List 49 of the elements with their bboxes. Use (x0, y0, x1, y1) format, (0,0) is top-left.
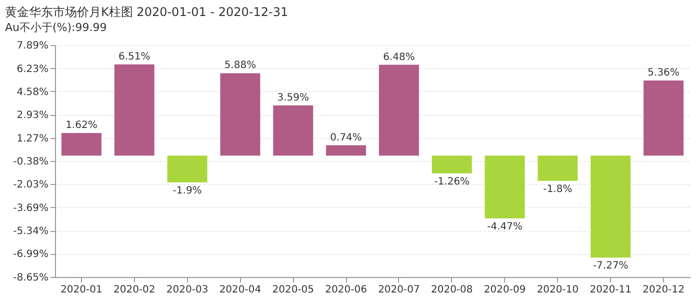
y-tick-label: 2.93% (16, 110, 48, 122)
y-tick-label: 4.58% (16, 86, 48, 98)
chart-subtitle: Au不小于(%):99.99 (5, 21, 107, 34)
y-tick-label: -8.65% (13, 272, 48, 284)
data-label: 1.62% (66, 120, 98, 131)
data-label: -7.27% (592, 260, 628, 272)
data-label: 3.59% (277, 92, 310, 104)
x-tick-label: 2020-11 (590, 284, 632, 296)
y-tick-label: -0.38% (13, 156, 48, 168)
data-label: -1.8% (543, 184, 572, 195)
bar (378, 64, 419, 156)
y-tick-label: -2.03% (13, 180, 48, 191)
x-tick-label: 2020-05 (272, 284, 314, 296)
bar (326, 145, 366, 156)
y-tick-label: 6.23% (16, 64, 48, 75)
x-tick-label: 2020-10 (536, 284, 579, 296)
bar (273, 105, 314, 156)
y-tick-label: 7.89% (16, 40, 48, 52)
bar (538, 156, 578, 181)
data-label: 0.74% (330, 132, 362, 144)
data-label: -1.9% (172, 185, 202, 196)
y-tick-label: -6.99% (13, 249, 48, 260)
x-tick-label: 2020-02 (113, 284, 156, 296)
bar (590, 156, 631, 258)
y-tick-label: -3.69% (13, 202, 48, 214)
bar (644, 80, 684, 156)
bar (484, 156, 525, 218)
bar (61, 132, 102, 156)
y-tick-label: -5.34% (13, 226, 48, 238)
y-tick-label: 1.27% (16, 133, 48, 144)
data-label: 5.36% (648, 67, 680, 78)
x-tick-label: 2020-12 (642, 284, 684, 296)
x-tick-label: 2020-01 (60, 284, 102, 296)
bar (167, 156, 208, 182)
x-tick-label: 2020-06 (325, 284, 367, 296)
x-tick-label: 2020-07 (378, 284, 420, 296)
data-label: -1.26% (434, 176, 470, 188)
data-label: 5.88% (224, 60, 256, 72)
chart-title: 黄金华东市场价月K柱图 2020-01-01 - 2020-12-31 (5, 5, 288, 19)
x-tick-label: 2020-08 (430, 284, 473, 296)
bar (220, 73, 260, 156)
bar (114, 64, 154, 156)
data-label: 6.51% (118, 51, 150, 62)
bar (432, 156, 472, 174)
data-label: -4.47% (487, 221, 522, 232)
x-tick-label: 2020-04 (219, 284, 262, 296)
x-tick-label: 2020-03 (166, 284, 208, 296)
x-tick-label: 2020-09 (484, 284, 526, 296)
data-label: 6.48% (383, 52, 415, 63)
